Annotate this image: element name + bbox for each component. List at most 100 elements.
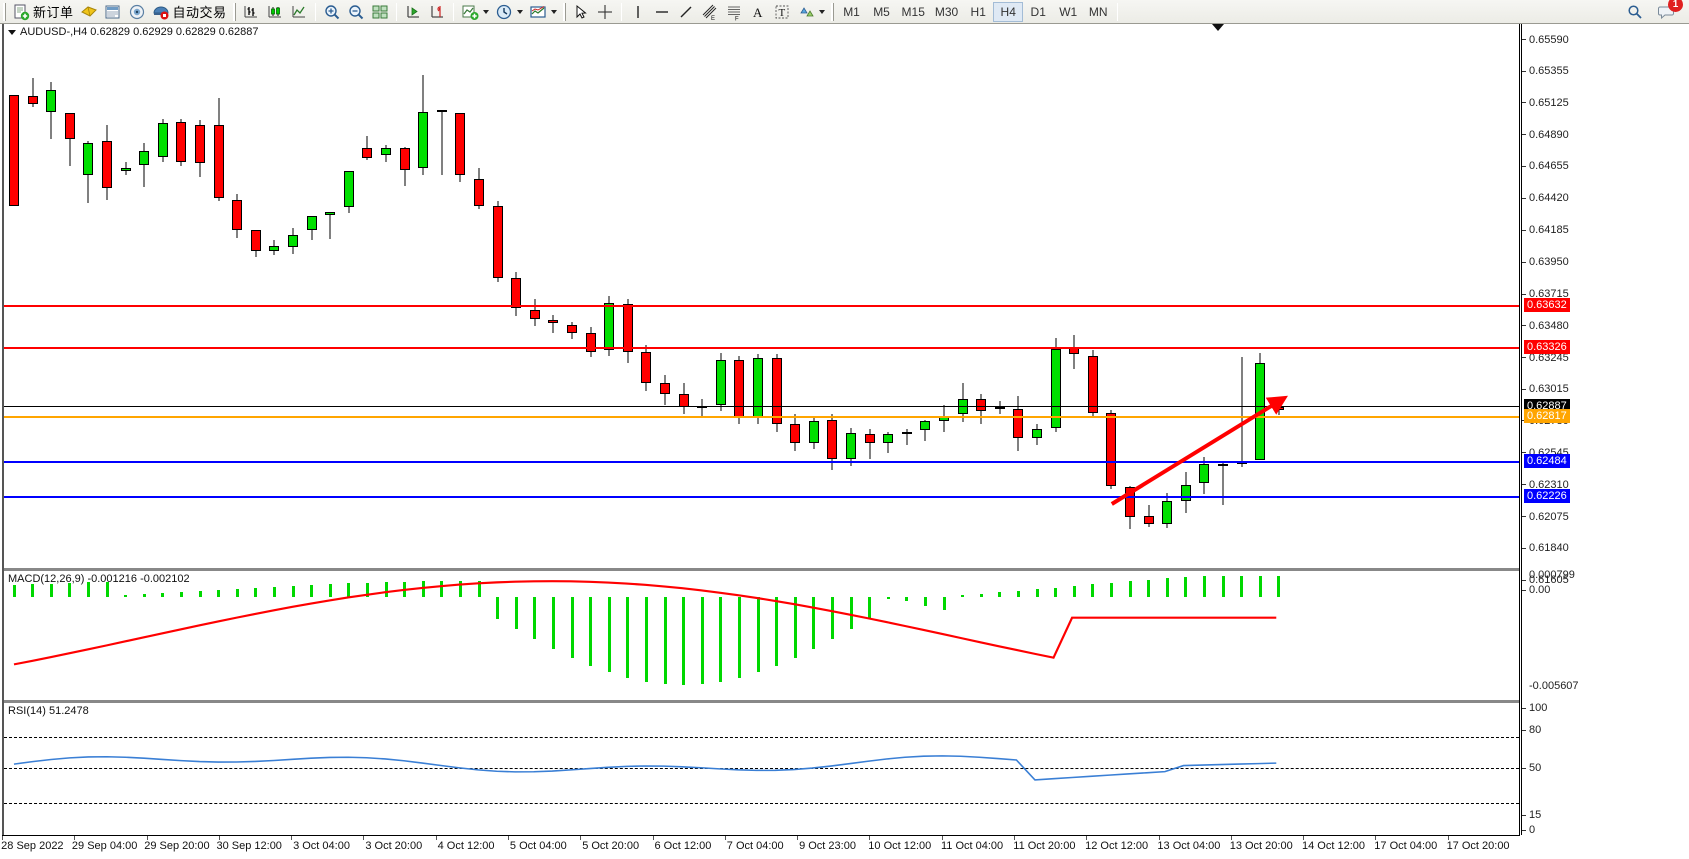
candlestick bbox=[250, 24, 261, 564]
price-pane[interactable]: AUDUSD-,H4 0.62829 0.62929 0.62829 0.628… bbox=[4, 24, 1519, 564]
toolbar-grip-4[interactable] bbox=[830, 2, 834, 21]
toolbar-grip-3[interactable] bbox=[562, 2, 566, 21]
crosshair-icon bbox=[596, 3, 614, 21]
data-window-button[interactable] bbox=[125, 1, 149, 23]
price-axis-tick: 0.63950 bbox=[1522, 256, 1569, 268]
shapes-tool[interactable] bbox=[794, 1, 828, 23]
chat-button[interactable]: 1 bbox=[1655, 0, 1683, 23]
toolbar-grip-2[interactable] bbox=[232, 2, 236, 21]
price-level-line-support-1[interactable] bbox=[4, 461, 1519, 464]
text-label-tool[interactable]: T bbox=[770, 1, 794, 23]
horizontal-line-tool[interactable] bbox=[650, 1, 674, 23]
expert-advisors-button[interactable] bbox=[77, 1, 101, 23]
period-button[interactable] bbox=[492, 1, 526, 23]
chevron-down-icon-3[interactable] bbox=[550, 9, 557, 14]
time-axis-tick: 14 Oct 12:00 bbox=[1302, 840, 1365, 852]
price-level-line-bid-price[interactable] bbox=[4, 415, 1519, 418]
toolbar-separator-1 bbox=[314, 2, 316, 21]
macd-pane[interactable]: MACD(12,26,9) -0.001216 -0.002102 bbox=[4, 568, 1519, 696]
candlestick bbox=[920, 24, 931, 564]
trendline-tool[interactable] bbox=[674, 1, 698, 23]
timeframe-mn[interactable]: MN bbox=[1088, 4, 1108, 19]
candlestick bbox=[1218, 24, 1228, 564]
price-label-resistance-1[interactable]: 0.63632 bbox=[1524, 298, 1570, 313]
chevron-down-icon-2[interactable] bbox=[516, 9, 523, 14]
macd-histogram-bar bbox=[49, 583, 53, 597]
price-label-bid-price[interactable]: 0.62817 bbox=[1524, 408, 1570, 423]
search-button[interactable] bbox=[1623, 1, 1647, 23]
candlestick bbox=[585, 24, 596, 564]
tile-windows-button[interactable] bbox=[368, 1, 392, 23]
crosshair-tool[interactable] bbox=[593, 1, 617, 23]
add-indicator-button[interactable] bbox=[458, 1, 492, 23]
price-label-support-2[interactable]: 0.62226 bbox=[1524, 489, 1570, 504]
text-tool[interactable]: A bbox=[746, 1, 770, 23]
timeframe-m1[interactable]: M1 bbox=[843, 4, 860, 19]
zoom-out-button[interactable] bbox=[344, 1, 368, 23]
chart-shift-button[interactable] bbox=[425, 1, 449, 23]
cursor-tool[interactable] bbox=[569, 1, 593, 23]
candlestick bbox=[157, 24, 168, 564]
auto-scroll-button[interactable] bbox=[401, 1, 425, 23]
text-icon: A bbox=[749, 3, 767, 21]
chevron-down-icon-4[interactable] bbox=[818, 9, 825, 14]
candlestick bbox=[734, 24, 745, 564]
toolbar-grip[interactable] bbox=[3, 2, 6, 21]
macd-histogram-bar bbox=[998, 592, 1002, 597]
time-axis-tick: 7 Oct 04:00 bbox=[726, 840, 784, 852]
candlestick bbox=[641, 24, 652, 564]
candle-body bbox=[790, 423, 801, 443]
rsi-axis-tick: 0 bbox=[1522, 824, 1535, 836]
candlestick bbox=[697, 24, 708, 564]
line-chart-button[interactable] bbox=[287, 1, 311, 23]
bar-chart-icon bbox=[242, 3, 260, 21]
timeframe-w1[interactable]: W1 bbox=[1059, 4, 1078, 19]
macd-histogram-bar bbox=[793, 597, 797, 658]
timeframe-d1[interactable]: D1 bbox=[1030, 4, 1046, 19]
tile-windows-icon bbox=[371, 3, 389, 21]
price-label-resistance-2[interactable]: 0.63326 bbox=[1524, 339, 1570, 354]
candle-body bbox=[715, 359, 726, 405]
search-icon bbox=[1626, 3, 1644, 21]
zoom-in-button[interactable] bbox=[320, 1, 344, 23]
timeframe-m15[interactable]: M15 bbox=[901, 4, 925, 19]
timeframe-m30[interactable]: M30 bbox=[934, 4, 959, 19]
price-level-line-last-price[interactable] bbox=[4, 406, 1519, 408]
timeframe-h4[interactable]: H4 bbox=[993, 1, 1024, 22]
time-axis-tick: 29 Sep 20:00 bbox=[144, 840, 210, 852]
autotrading-button[interactable]: 自动交易 bbox=[149, 1, 230, 23]
candle-body bbox=[1162, 500, 1173, 524]
vertical-line-tool[interactable] bbox=[626, 1, 650, 23]
chevron-down-icon[interactable] bbox=[482, 9, 489, 14]
templates-button[interactable] bbox=[526, 1, 560, 23]
macd-histogram-bar bbox=[496, 597, 500, 619]
price-level-line-resistance-1[interactable] bbox=[4, 305, 1519, 308]
new-order-button[interactable]: 新订单 bbox=[9, 1, 77, 23]
candle-body bbox=[27, 95, 38, 105]
trendline-icon bbox=[677, 3, 695, 21]
price-axis[interactable]: 0.65590 0.65355 0.65125 0.64890 0.64655 0.644… bbox=[1521, 24, 1689, 836]
candle-body bbox=[1180, 484, 1191, 501]
candlestick-chart-button[interactable] bbox=[263, 1, 287, 23]
bar-chart-button[interactable] bbox=[239, 1, 263, 23]
fibonacci-tool[interactable]: F bbox=[722, 1, 746, 23]
collapse-arrow-icon[interactable] bbox=[8, 29, 16, 35]
timeframe-h1[interactable]: H1 bbox=[970, 4, 986, 19]
chart-window[interactable]: AUDUSD-,H4 0.62829 0.62929 0.62829 0.628… bbox=[0, 24, 1689, 859]
candlestick bbox=[343, 24, 354, 564]
candlestick bbox=[213, 24, 224, 564]
candlestick bbox=[381, 24, 391, 564]
price-label-support-1[interactable]: 0.62484 bbox=[1524, 454, 1570, 469]
candlestick bbox=[994, 24, 1005, 564]
price-level-line-resistance-2[interactable] bbox=[4, 346, 1519, 349]
time-axis-separator bbox=[941, 836, 943, 840]
macd-histogram-bar bbox=[1240, 576, 1244, 597]
timeframe-m5[interactable]: M5 bbox=[873, 4, 890, 19]
chart-plot-area[interactable]: AUDUSD-,H4 0.62829 0.62929 0.62829 0.628… bbox=[2, 24, 1520, 835]
equidistant-channel-tool[interactable]: E bbox=[698, 1, 722, 23]
price-level-line-support-2[interactable] bbox=[4, 496, 1519, 499]
rsi-pane[interactable]: RSI(14) 51.2478 bbox=[4, 700, 1519, 835]
time-axis-separator bbox=[1230, 836, 1232, 840]
time-axis[interactable]: 28 Sep 2022 29 Sep 04:00 29 Sep 20:00 30 Se… bbox=[1, 835, 1520, 859]
market-watch-button[interactable] bbox=[101, 1, 125, 23]
